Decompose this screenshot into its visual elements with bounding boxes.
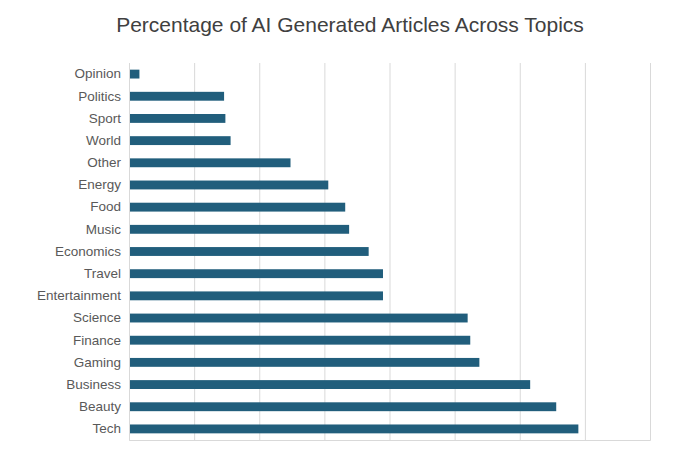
bars (129, 70, 578, 434)
chart-container: Percentage of AI Generated Articles Acro… (0, 0, 700, 450)
grid-line (585, 63, 586, 440)
x-tick (585, 63, 586, 440)
x-axis (130, 63, 651, 441)
y-tick: Sport (89, 111, 129, 126)
bar (129, 225, 349, 234)
bar (129, 269, 383, 278)
y-tick-label: Politics (78, 89, 121, 104)
y-tick-label: Travel (84, 266, 121, 281)
y-tick: Beauty (79, 399, 129, 414)
y-tick-label: Economics (55, 244, 121, 259)
y-tick-label: Tech (92, 421, 121, 436)
x-tick (650, 63, 651, 440)
bar (129, 314, 468, 323)
y-tick-label: Finance (73, 333, 121, 348)
y-tick-label: Energy (78, 177, 121, 192)
y-tick: Other (87, 155, 129, 170)
bar (129, 424, 578, 433)
y-tick: Politics (78, 89, 129, 104)
y-tick-label: Gaming (74, 355, 121, 370)
bar (129, 114, 225, 123)
y-tick: Travel (84, 266, 129, 281)
bar (129, 70, 139, 79)
y-tick: Finance (73, 333, 129, 348)
y-tick: Gaming (74, 355, 129, 370)
bar (129, 358, 479, 367)
bar (129, 136, 231, 145)
bar (129, 380, 530, 389)
y-tick: Energy (78, 177, 129, 192)
bar (129, 181, 328, 190)
grid-line (129, 63, 130, 440)
y-tick-label: Music (86, 222, 122, 237)
plot-area: Opinion Politics Sport World Other Energy Food… (37, 63, 651, 441)
y-tick-label: Opinion (74, 66, 121, 81)
y-tick-label: Beauty (79, 399, 121, 414)
x-axis-line (130, 63, 651, 441)
y-axis-line (129, 64, 130, 441)
y-tick: Food (90, 199, 129, 214)
y-tick: Entertainment (37, 288, 129, 303)
chart-svg: Percentage of AI Generated Articles Acro… (0, 0, 700, 450)
y-tick-label: Food (90, 199, 121, 214)
x-tick (129, 63, 130, 440)
y-tick: Science (73, 310, 129, 325)
chart-title: Percentage of AI Generated Articles Acro… (116, 13, 584, 36)
bar (129, 158, 291, 167)
grid-line (650, 63, 651, 440)
y-tick-label: World (86, 133, 121, 148)
y-tick: World (86, 133, 129, 148)
bar (129, 247, 369, 256)
y-tick: Opinion (74, 66, 129, 81)
bar (129, 336, 470, 345)
y-tick-label: Other (87, 155, 121, 170)
y-tick-label: Entertainment (37, 288, 121, 303)
bar (129, 402, 556, 411)
y-tick: Business (66, 377, 129, 392)
y-tick-label: Science (73, 310, 121, 325)
bar (129, 203, 345, 212)
y-tick-label: Sport (89, 111, 122, 126)
y-axis: Opinion Politics Sport World Other Energy Food… (37, 64, 130, 441)
y-tick: Music (86, 222, 129, 237)
y-tick-label: Business (66, 377, 121, 392)
y-tick: Tech (92, 421, 129, 436)
bar (129, 291, 383, 300)
y-tick: Economics (55, 244, 129, 259)
bar (129, 92, 224, 101)
